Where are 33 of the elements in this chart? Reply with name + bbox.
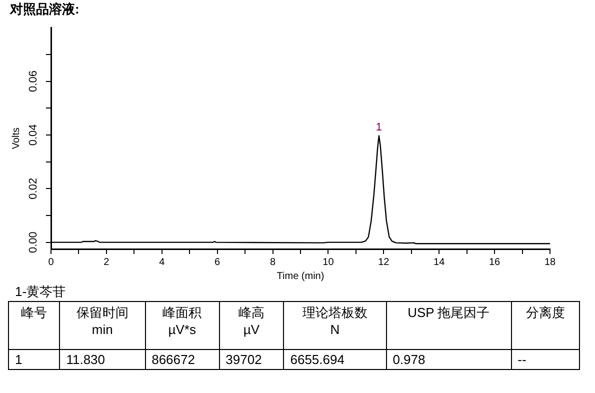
text: 保留时间 min	[60, 302, 146, 350]
x-tick-label: 10	[322, 256, 334, 268]
text: --	[511, 350, 580, 370]
y-tick-label: 0.02	[28, 178, 40, 200]
text: 峰面积 µV*s	[145, 302, 220, 350]
text: 分离度	[511, 302, 580, 350]
text: 866672	[145, 350, 220, 370]
x-axis-title: Time (min)	[276, 270, 324, 282]
chart-title: 对照品溶液:	[9, 1, 80, 16]
x-tick-label: 14	[434, 256, 446, 268]
x-tick-label: 4	[159, 256, 166, 268]
text: 39702	[219, 350, 284, 370]
text: 11.830	[60, 350, 146, 370]
text: 1-黄芩苷	[15, 283, 66, 301]
x-tick-label: 2	[104, 256, 110, 268]
y-tick-label: 0.04	[28, 124, 40, 146]
text: 峰高 µV	[219, 302, 284, 350]
y-axis-title: Volts	[10, 127, 22, 150]
x-tick-label: 18	[544, 256, 556, 268]
x-tick-label: 16	[488, 256, 501, 268]
annotation: 1	[376, 121, 382, 134]
x-tick-label: 8	[270, 256, 276, 268]
text: 0.978	[386, 350, 512, 370]
x-tick-label: 12	[378, 256, 390, 268]
y-tick-label: 0.06	[28, 70, 40, 92]
text: 6655.694	[284, 350, 386, 370]
text: USP 拖尾因子	[386, 302, 512, 350]
y-tick-label: 0.00	[28, 232, 40, 253]
text: 理论塔板数 N	[284, 302, 386, 350]
text: 1	[8, 350, 60, 370]
x-tick-label: 6	[214, 256, 221, 268]
text: 峰号	[8, 302, 60, 350]
x-tick-label: 0	[48, 256, 54, 268]
